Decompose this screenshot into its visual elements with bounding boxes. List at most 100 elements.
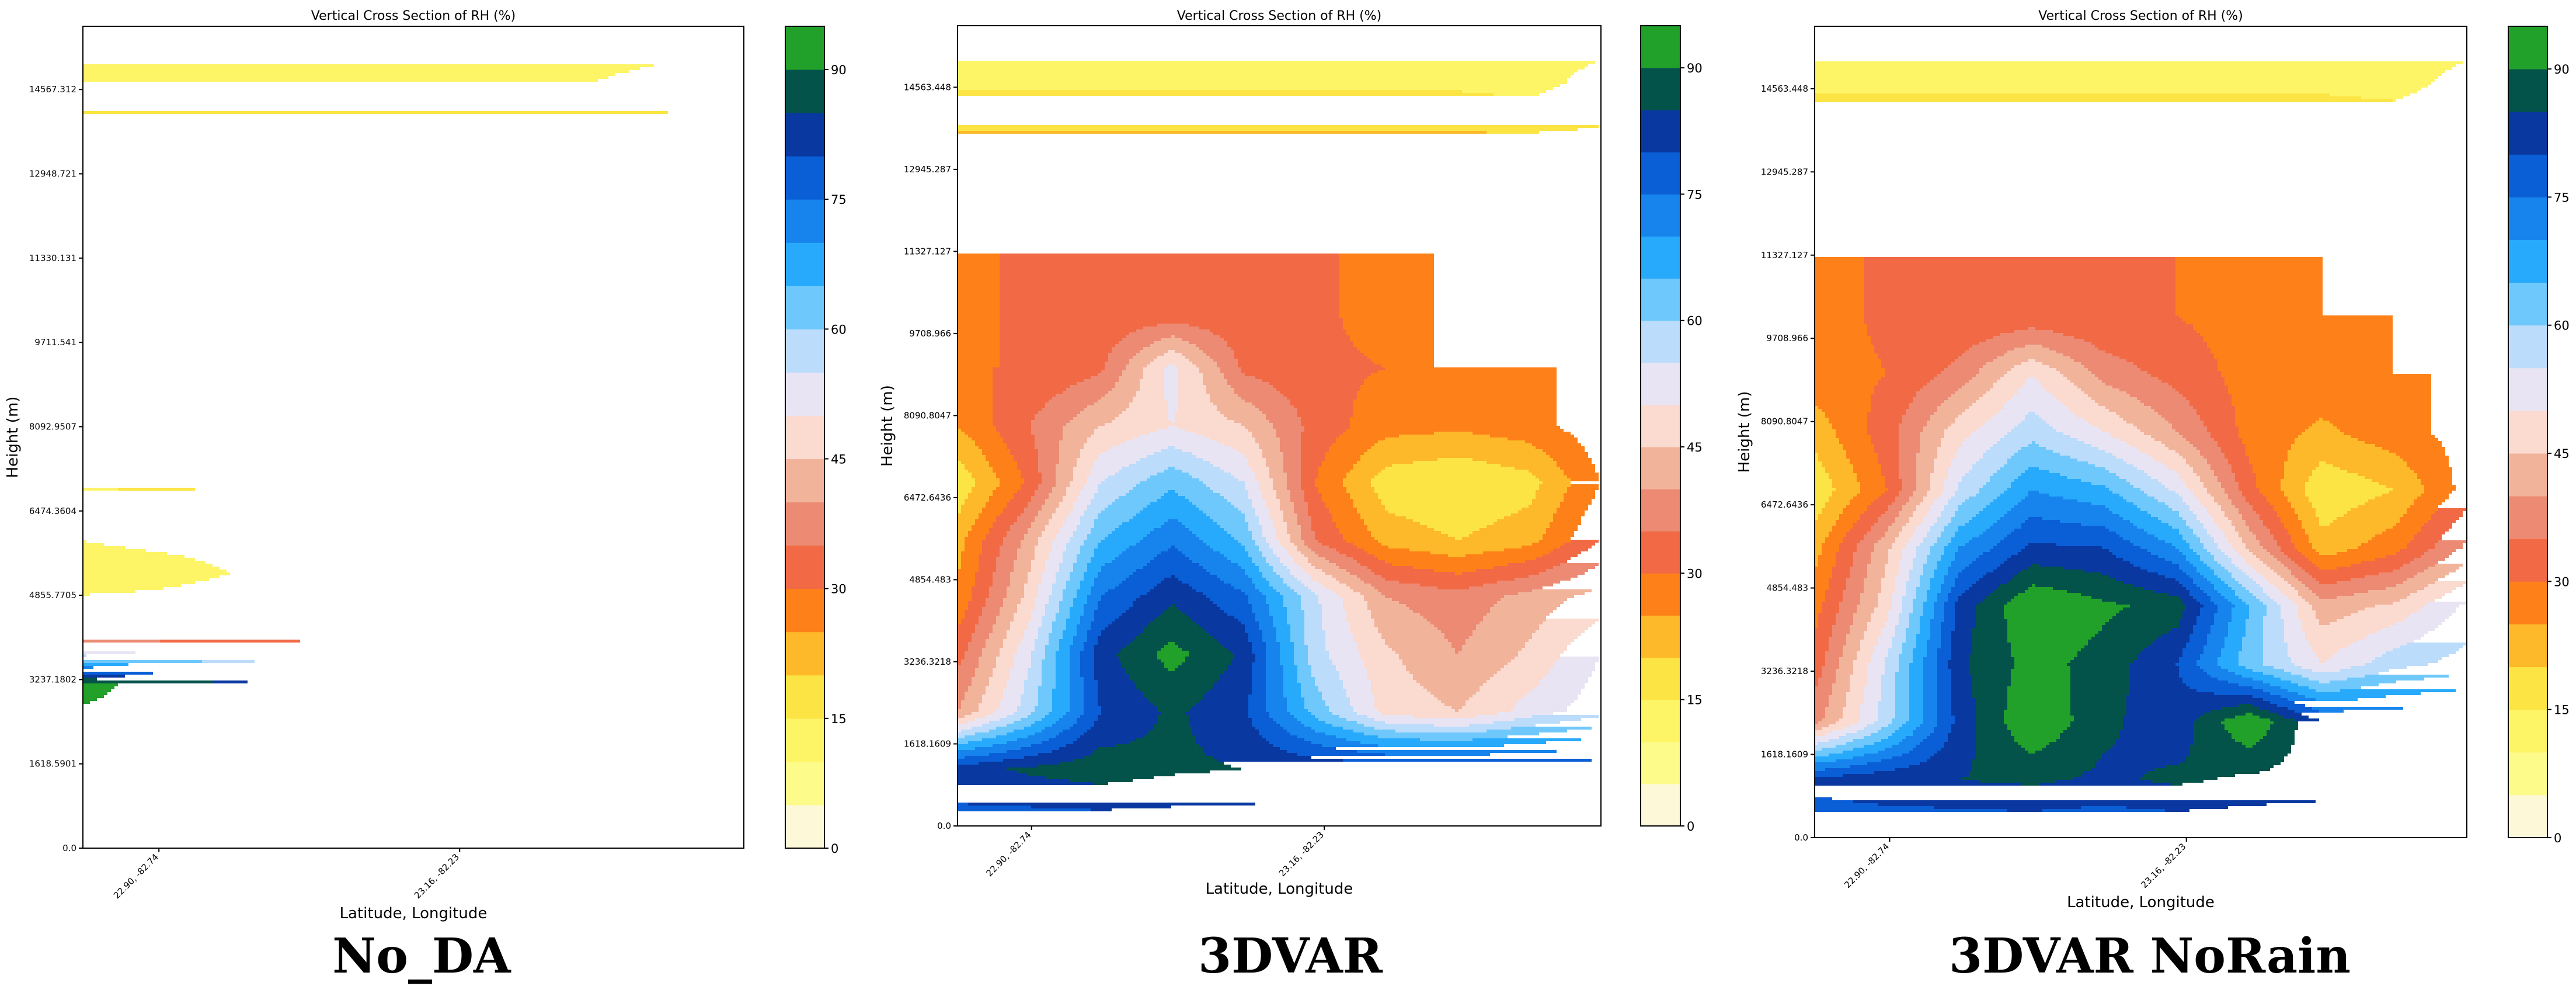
panel-2-plot-frame [957, 25, 1602, 827]
panel-3-colorbar-swatch [2508, 453, 2547, 496]
panel-1 [82, 26, 744, 849]
panel-1-colorbar-swatch [785, 329, 824, 373]
panel-1-colorbar [785, 26, 824, 849]
panel-1-ytick-label: 1618.5901 [29, 759, 76, 769]
panel-3-colorbar-frame [2508, 26, 2548, 838]
panel-1-colorbar-swatch [785, 415, 824, 460]
panel-2-colorbar-tick-label: 45 [1687, 440, 1703, 454]
panel-3-colorbar-swatch [2508, 624, 2547, 668]
panel-2-ytick-label: 9708.966 [909, 328, 951, 339]
panel-3-colorbar-swatch [2508, 581, 2547, 624]
panel-3-colorbar-swatch [2508, 239, 2547, 283]
panel-2-colorbar-swatch [1641, 783, 1680, 827]
panel-1-xtick-label: 22.90, -82.74 [112, 852, 161, 901]
panel-1-plot-frame [82, 26, 744, 849]
panel-2-colorbar-tick-label: 60 [1687, 314, 1703, 328]
panel-3-colorbar-tick-label: 0 [2554, 831, 2561, 845]
panel-3-ytick-label: 12945.287 [1761, 166, 1808, 177]
panel-3-ytick-label: 1618.1609 [1761, 749, 1808, 760]
panel-3-ground-strip [1815, 831, 2467, 838]
panel-2-colorbar-frame [1640, 25, 1681, 827]
panel-3-colorbar [2508, 26, 2547, 838]
panel-3-colorbar-swatch [2508, 325, 2547, 369]
panel-2-colorbar-swatch [1641, 573, 1680, 616]
panel-1-ytick-label: 0.0 [62, 843, 76, 853]
panel-2-colorbar-tick-label: 90 [1687, 61, 1703, 75]
panel-3-ylabel: Height (m) [1736, 391, 1753, 473]
panel-1-colorbar-swatch [785, 459, 824, 503]
panel-2-title: Vertical Cross Section of RH (%) [1177, 9, 1381, 23]
panel-1-title: Vertical Cross Section of RH (%) [311, 9, 516, 23]
panel-3-colorbar-swatch [2508, 197, 2547, 241]
panel-3-colorbar-swatch [2508, 752, 2547, 796]
panel-1-ytick-label: 11330.131 [29, 253, 76, 263]
panel-3-colorbar-tick-label: 15 [2554, 703, 2570, 717]
panel-1-ytick-label: 14567.312 [29, 84, 76, 95]
panel-1-colorbar-swatch [785, 761, 824, 805]
panel-2-rh-field [958, 61, 1599, 811]
panel-1-ground-strip [83, 841, 744, 848]
panel-2-colorbar-swatch [1641, 615, 1680, 658]
panel-1-colorbar-swatch [785, 675, 824, 719]
panel-1-colorbar-swatch [785, 718, 824, 762]
panel-3-ytick-label: 14563.448 [1761, 84, 1808, 94]
panel-2-colorbar-tick-label: 75 [1687, 188, 1703, 202]
panel-2-colorbar-swatch [1641, 236, 1680, 279]
panel-1-colorbar-swatch [785, 156, 824, 200]
panel-3-colorbar-swatch [2508, 539, 2547, 582]
panel-3 [1814, 26, 2467, 838]
panel-3-rh-field [1815, 61, 2466, 812]
panel-3-ytick-label: 4854.483 [1766, 583, 1808, 593]
panel-1-colorbar-tick-label: 0 [831, 842, 838, 856]
panel-3-title: Vertical Cross Section of RH (%) [2038, 9, 2243, 23]
panel-2-xtick-label: 22.90, -82.74 [984, 829, 1033, 879]
panel-2-colorbar-swatch [1641, 657, 1680, 700]
panel-2-ytick-label: 12945.287 [904, 164, 951, 175]
panel-2-ytick-label: 4854.483 [909, 574, 951, 585]
panel-2-colorbar-swatch [1641, 447, 1680, 489]
panel-1-ytick-label: 9711.541 [34, 337, 76, 348]
panel-2-colorbar-swatch [1641, 362, 1680, 405]
panel-1-colorbar-tick-label: 45 [831, 453, 847, 467]
panel-3-colorbar-tick-label: 75 [2554, 190, 2570, 204]
panel-1-colorbar-swatch [785, 804, 824, 849]
panel-1-colorbar-swatch [785, 588, 824, 633]
panel-2-ytick-label: 8090.8047 [904, 410, 951, 421]
panel-3-colorbar-swatch [2508, 112, 2547, 155]
panel-1-ytick-label: 12948.721 [29, 169, 76, 179]
panel-1-colorbar-tick-label: 15 [831, 712, 847, 726]
panel-3-colorbar-swatch [2508, 496, 2547, 539]
panel-2-colorbar-swatch [1641, 152, 1680, 195]
panel-2-colorbar-swatch [1641, 531, 1680, 574]
panel-3-plot-frame [1814, 26, 2467, 838]
panel-3-colorbar-swatch [2508, 666, 2547, 710]
panel-2-colorbar-tick-label: 15 [1687, 693, 1703, 707]
panel-3-xtick-label: 22.90, -82.74 [1842, 841, 1891, 890]
panel-2 [957, 25, 1602, 827]
panel-1-colorbar-tick-label: 75 [831, 193, 847, 207]
panel-2-colorbar-swatch [1641, 489, 1680, 532]
panel-2-ytick-label: 3236.3218 [904, 657, 951, 667]
panel-1-colorbar-swatch [785, 26, 824, 70]
panel-1-colorbar-tick-label: 30 [831, 582, 847, 596]
panel-1-colorbar-swatch [785, 242, 824, 286]
panel-1-rh-field [83, 64, 668, 704]
panel-3-xtick-label: 23.16, -82.23 [2139, 841, 2188, 890]
panel-3-colorbar-swatch [2508, 410, 2547, 454]
panel-2-colorbar-swatch [1641, 278, 1680, 321]
panel-1-colorbar-swatch [785, 631, 824, 676]
panel-1-colorbar-swatch [785, 199, 824, 243]
panel-2-colorbar-swatch [1641, 194, 1680, 237]
panel-1-colorbar-swatch [785, 286, 824, 329]
panel-3-colorbar-tick-label: 30 [2554, 575, 2570, 589]
panel-3-colorbar-swatch [2508, 69, 2547, 112]
panel-1-colorbar-swatch [785, 502, 824, 546]
panel-2-colorbar-swatch [1641, 26, 1680, 68]
panel-3-ytick-label: 9708.966 [1766, 333, 1808, 343]
panel-3-ytick-label: 3236.3218 [1761, 666, 1808, 676]
panel-3-ytick-label: 11327.127 [1761, 250, 1808, 261]
panel-3-colorbar-tick-label: 60 [2554, 319, 2570, 333]
panel-2-colorbar-swatch [1641, 320, 1680, 363]
panel-3-colorbar-swatch [2508, 794, 2547, 838]
panel-3-colorbar-swatch [2508, 154, 2547, 197]
